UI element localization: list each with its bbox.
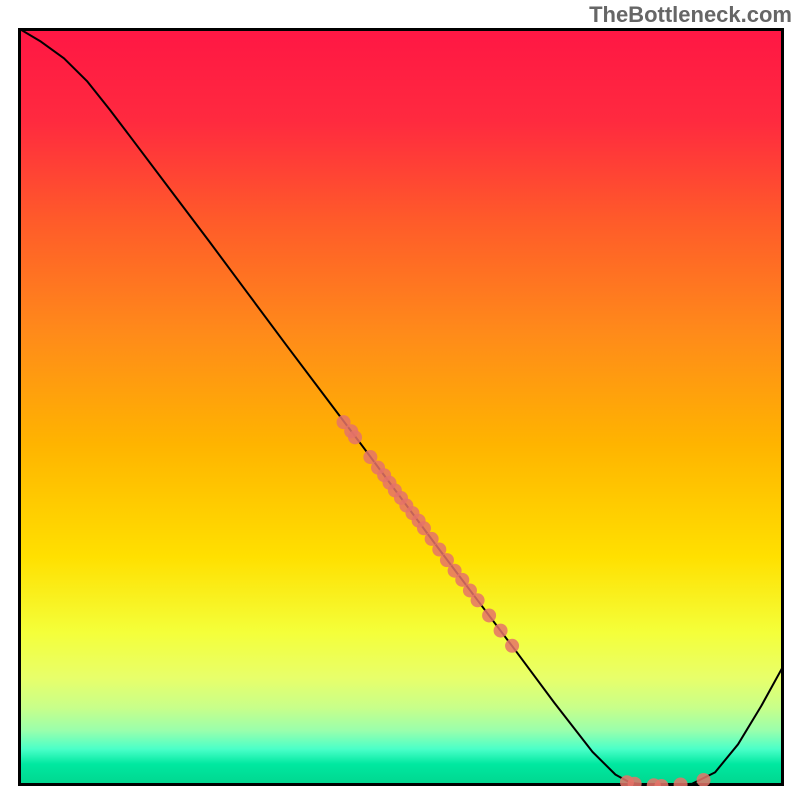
chart-container: TheBottleneck.com (0, 0, 800, 800)
performance-curve (18, 28, 784, 786)
data-marker (505, 639, 519, 653)
data-marker (654, 779, 668, 793)
data-marker (348, 430, 362, 444)
marker-group (337, 415, 711, 793)
data-marker (628, 777, 642, 791)
chart-svg (0, 0, 800, 800)
data-marker (494, 624, 508, 638)
data-marker (471, 593, 485, 607)
data-marker (697, 773, 711, 787)
watermark-text: TheBottleneck.com (589, 2, 792, 28)
data-marker (674, 777, 688, 791)
data-marker (482, 608, 496, 622)
